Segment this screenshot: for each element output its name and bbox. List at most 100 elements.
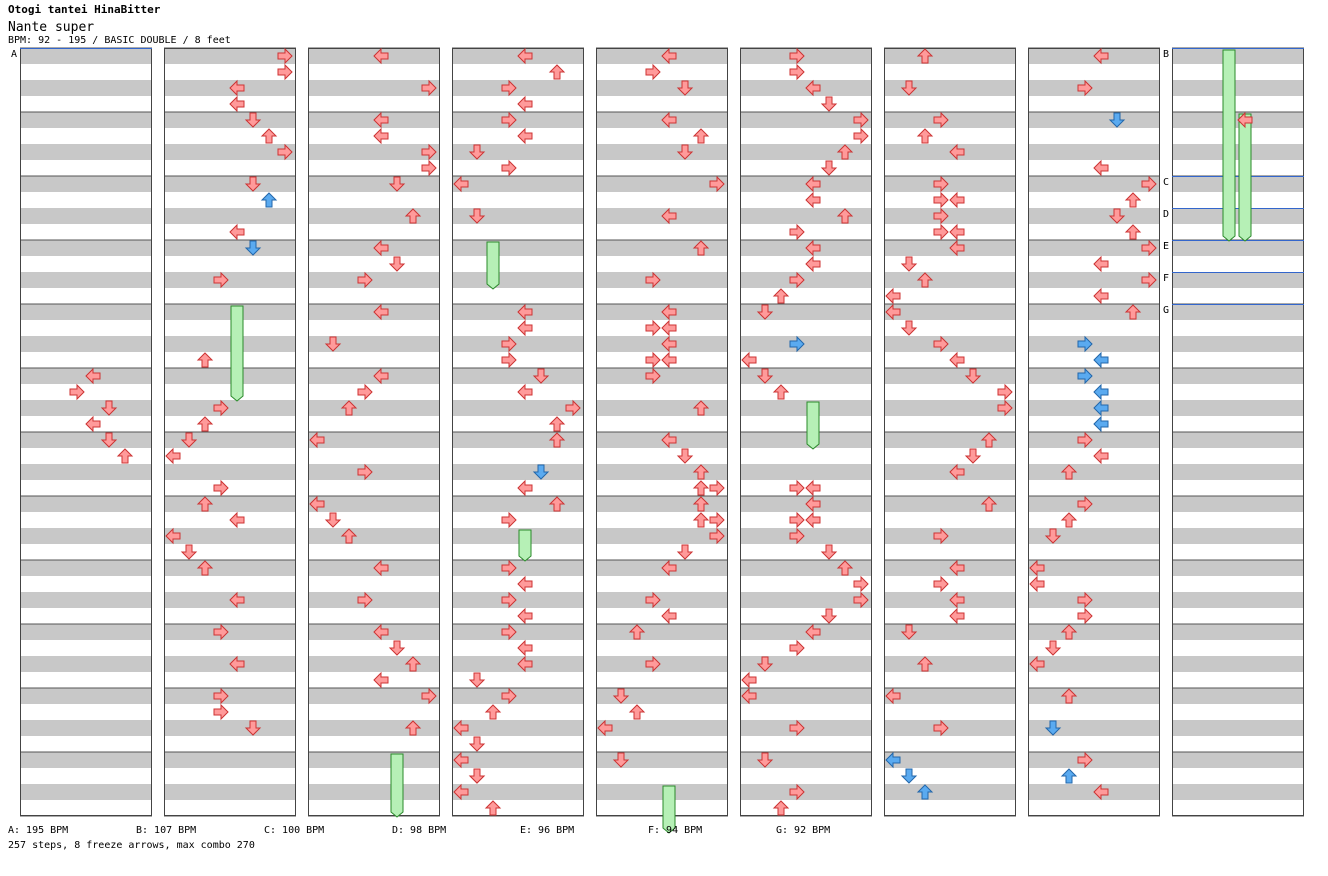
- step-arrow: [980, 432, 998, 448]
- step-arrow: [805, 511, 821, 529]
- beat-shade: [308, 80, 440, 96]
- step-arrow: [741, 687, 757, 705]
- step-arrow: [949, 143, 965, 161]
- step-arrow: [661, 559, 677, 577]
- step-arrow: [229, 511, 245, 529]
- step-arrow: [661, 111, 677, 129]
- step-arrow: [244, 176, 262, 192]
- step-arrow: [756, 368, 774, 384]
- step-arrow: [501, 511, 517, 529]
- step-arrow: [661, 607, 677, 625]
- step-arrow: [789, 271, 805, 289]
- step-arrow: [468, 768, 486, 784]
- beat-shade: [308, 432, 440, 448]
- step-arrow-blue: [1093, 383, 1109, 401]
- beat-shade: [164, 464, 296, 480]
- beat-shade: [308, 592, 440, 608]
- step-arrow-blue: [1077, 335, 1093, 353]
- step-arrow: [805, 495, 821, 513]
- beat-shade: [596, 656, 728, 672]
- beat-shade: [1172, 720, 1304, 736]
- step-arrow: [836, 208, 854, 224]
- beat-shade: [1172, 496, 1304, 512]
- step-arrow: [949, 559, 965, 577]
- step-arrow-blue: [1077, 367, 1093, 385]
- beat-shade: [452, 784, 584, 800]
- step-arrow: [1077, 591, 1093, 609]
- step-arrow-blue: [1093, 415, 1109, 433]
- beat-shade: [596, 176, 728, 192]
- bpm-legend-g: G: 92 BPM: [776, 825, 831, 836]
- step-arrow: [548, 64, 566, 80]
- beat-shade: [452, 592, 584, 608]
- beat-shade: [1172, 80, 1304, 96]
- beat-shade: [164, 400, 296, 416]
- step-arrow: [756, 656, 774, 672]
- freeze-arrow: [390, 753, 404, 818]
- step-arrow: [501, 79, 517, 97]
- step-arrow: [1093, 255, 1109, 273]
- beat-shade: [1028, 144, 1160, 160]
- beat-shade: [164, 784, 296, 800]
- beat-shade: [20, 272, 152, 288]
- step-arrow: [692, 240, 710, 256]
- step-arrow: [661, 335, 677, 353]
- step-arrow: [692, 496, 710, 512]
- step-arrow: [645, 591, 661, 609]
- beat-shade: [20, 688, 152, 704]
- beat-shade: [596, 80, 728, 96]
- beat-shade: [884, 752, 1016, 768]
- beat-shade: [1028, 176, 1160, 192]
- column-border: [164, 48, 296, 816]
- bpm-legend-c: C: 100 BPM: [264, 825, 325, 836]
- beat-shade: [740, 368, 872, 384]
- step-arrow: [1093, 287, 1109, 305]
- column-border: [308, 48, 440, 816]
- beat-shade: [1028, 592, 1160, 608]
- beat-shade: [20, 144, 152, 160]
- beat-shade: [740, 48, 872, 64]
- step-arrow: [597, 719, 613, 737]
- step-arrow: [421, 143, 437, 161]
- bpm-legend-a: A: 195 BPM: [8, 825, 69, 836]
- step-arrow: [772, 384, 790, 400]
- step-arrow: [196, 496, 214, 512]
- beat-shade: [740, 528, 872, 544]
- step-arrow: [453, 175, 469, 193]
- step-arrow-blue: [900, 768, 918, 784]
- step-arrow: [900, 320, 918, 336]
- step-arrow: [501, 351, 517, 369]
- step-arrow: [1077, 495, 1093, 513]
- beat-shade: [20, 624, 152, 640]
- beat-shade: [884, 48, 1016, 64]
- step-arrow: [933, 175, 949, 193]
- beat-shade: [20, 208, 152, 224]
- step-arrow: [468, 208, 486, 224]
- step-arrow-blue: [1093, 351, 1109, 369]
- step-arrow-blue: [1044, 720, 1062, 736]
- step-arrow: [517, 383, 533, 401]
- beat-shade: [1028, 560, 1160, 576]
- bpm-change-label: C: [1163, 177, 1169, 188]
- step-arrow: [853, 575, 869, 593]
- step-arrow-blue: [885, 751, 901, 769]
- bpm-change-label: E: [1163, 241, 1169, 252]
- step-arrow: [676, 144, 694, 160]
- beat-shade: [740, 592, 872, 608]
- step-arrow: [213, 687, 229, 705]
- step-arrow: [565, 399, 581, 417]
- step-arrow: [421, 79, 437, 97]
- step-arrow: [357, 591, 373, 609]
- step-arrow: [741, 671, 757, 689]
- beat-shade: [1028, 208, 1160, 224]
- beat-shade: [164, 528, 296, 544]
- step-arrow: [853, 111, 869, 129]
- step-arrow: [789, 783, 805, 801]
- step-arrow-blue: [1060, 768, 1078, 784]
- step-arrow: [453, 719, 469, 737]
- step-arrow: [949, 223, 965, 241]
- beat-shade: [164, 48, 296, 64]
- step-arrow: [1077, 607, 1093, 625]
- step-arrow: [1141, 239, 1157, 257]
- step-arrow: [964, 368, 982, 384]
